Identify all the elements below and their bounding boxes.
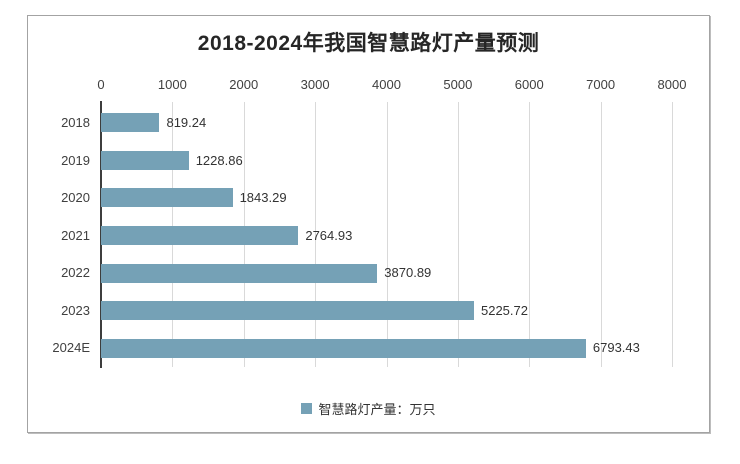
bar — [101, 226, 299, 245]
gridline — [672, 102, 673, 367]
legend-label: 智慧路灯产量：万只 — [318, 402, 436, 417]
bar — [101, 113, 160, 133]
legend-swatch-icon — [301, 403, 313, 414]
category-label: 2020 — [61, 190, 90, 206]
gridline — [457, 102, 459, 367]
category-label: 2023 — [61, 302, 90, 318]
category-label: 2021 — [61, 227, 90, 243]
x-axis-tick-label: 8000 — [657, 77, 687, 92]
x-axis-tick-label: 6000 — [514, 77, 544, 92]
gridline — [600, 102, 602, 367]
bar-value-label: 6793.43 — [592, 340, 640, 356]
bar-value-label: 5225.72 — [480, 302, 528, 318]
x-axis-tick-label: 5000 — [443, 77, 473, 92]
bar-value-label: 819.24 — [166, 115, 207, 130]
plot-area: 819.24 1228.86 1843.29 2764.93 3870.89 5225.7… — [100, 101, 673, 368]
x-axis-tick-label: 2000 — [229, 77, 259, 92]
category-label: 2024E — [52, 340, 90, 356]
bar-value-label: 1843.29 — [239, 190, 287, 206]
category-label: 2022 — [61, 265, 90, 281]
bar — [101, 263, 378, 283]
bar — [101, 188, 233, 208]
bar — [101, 338, 586, 358]
x-axis: 0 1000 2000 3000 4000 5000 6000 7000 8000 — [97, 77, 686, 93]
x-axis-tick-label: 1000 — [157, 77, 187, 92]
gridline — [386, 102, 388, 367]
bar — [101, 150, 189, 170]
chart-container: 2018-2024年我国智慧路灯产量预测 0 1000 2000 3000 4000 50… — [27, 15, 710, 433]
category-label: 2019 — [61, 152, 90, 168]
x-axis-tick-label: 0 — [97, 77, 105, 92]
gridline — [529, 102, 531, 367]
chart-title: 2018-2024年我国智慧路灯产量预测 — [197, 32, 540, 55]
y-axis-category-labels: 2018 2019 2020 2021 2022 2023 2024E — [34, 104, 90, 367]
x-axis-tick-label: 4000 — [372, 77, 401, 92]
bar-value-label: 2764.93 — [305, 227, 353, 243]
bar — [101, 301, 474, 321]
legend: 智慧路灯产量：万只 — [28, 399, 709, 418]
bar-value-label: 1228.86 — [195, 152, 243, 168]
category-label: 2018 — [61, 115, 90, 130]
x-axis-tick-label: 7000 — [586, 77, 616, 92]
x-axis-tick-label: 3000 — [300, 77, 330, 92]
gridline — [315, 102, 317, 367]
bar-value-label: 3870.89 — [384, 265, 432, 281]
